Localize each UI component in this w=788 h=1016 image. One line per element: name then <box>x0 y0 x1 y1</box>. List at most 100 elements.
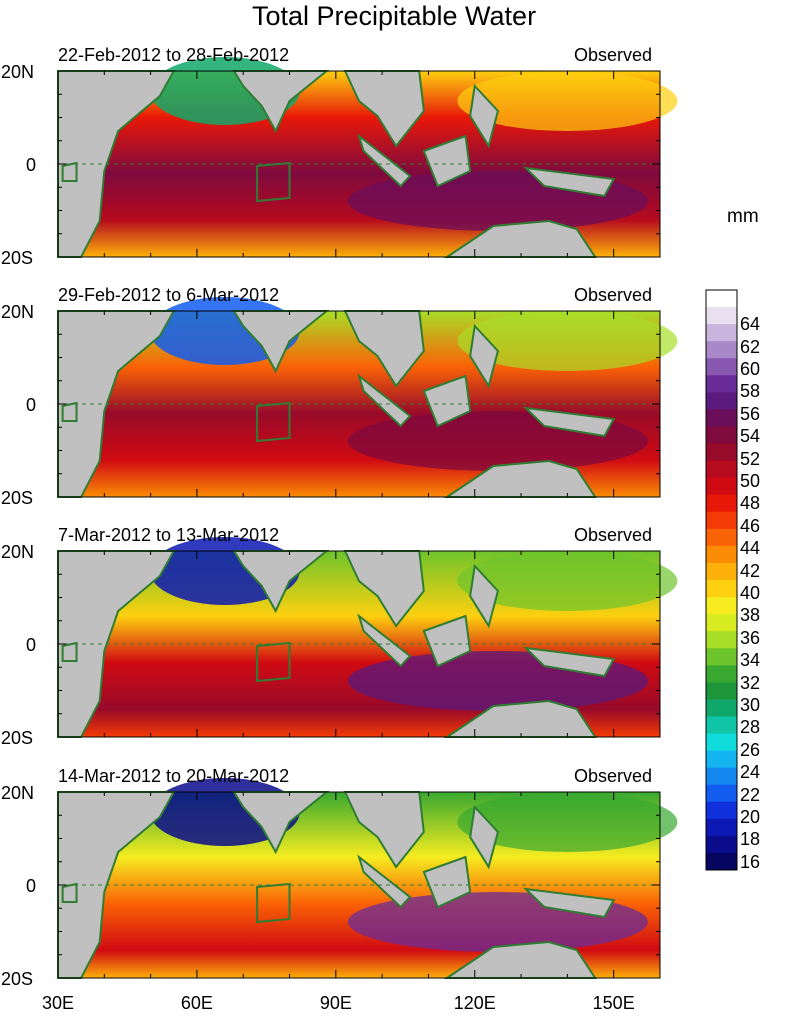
colorbar-label: 16 <box>740 851 761 872</box>
landmass <box>357 854 412 909</box>
panel-source: Observed <box>574 766 653 786</box>
landmass <box>469 323 500 389</box>
landmass <box>61 882 78 903</box>
colorbar-label: 40 <box>740 582 761 603</box>
lon-label: 120E <box>453 993 496 1013</box>
axis-ticks <box>57 310 661 498</box>
panel-date-range: 14-Mar-2012 to 20-Mar-2012 <box>58 766 290 786</box>
colorbar-swatch <box>706 767 737 786</box>
colorbar-swatch <box>706 614 737 632</box>
colorbar-label: 46 <box>740 515 761 536</box>
figure-title: Total Precipitable Water <box>251 1 537 31</box>
axis-ticks <box>57 791 661 979</box>
study-region-box <box>256 161 291 203</box>
axis-ticks <box>57 70 661 258</box>
colorbar-swatch <box>706 477 737 496</box>
colorbar-label: 64 <box>740 314 761 335</box>
panel-source: Observed <box>574 45 653 65</box>
colorbar-label: 32 <box>740 672 761 693</box>
pacific-dry-region <box>457 551 678 611</box>
study-region-box <box>256 401 291 443</box>
panel-date-range: 22-Feb-2012 to 28-Feb-2012 <box>58 45 290 65</box>
panel-source: Observed <box>574 285 653 305</box>
colorbar-swatch <box>706 460 737 479</box>
landmass <box>469 804 500 870</box>
colorbar-label: 50 <box>740 470 761 491</box>
landmass <box>422 374 472 428</box>
colorbar-label: 34 <box>740 650 761 671</box>
colorbar-label: 58 <box>740 381 761 402</box>
lat-label-south: 20S <box>1 969 34 989</box>
colorbar-label: 52 <box>740 448 761 469</box>
colorbar-label: 38 <box>740 605 761 626</box>
lat-label-north: 20N <box>1 783 35 803</box>
colorbar-swatch <box>706 562 737 581</box>
colorbar-label: 62 <box>740 336 761 357</box>
colorbar-swatch <box>706 409 737 427</box>
landmass <box>61 641 78 662</box>
panel-date-range: 29-Feb-2012 to 6-Mar-2012 <box>58 285 280 305</box>
colorbar-swatch <box>706 545 737 564</box>
colorbar-swatch <box>706 716 737 735</box>
landmass <box>422 614 472 668</box>
colorbar-swatch <box>706 324 737 342</box>
landmass <box>469 83 500 149</box>
pacific-dry-region <box>457 71 678 131</box>
lon-label: 30E <box>41 993 75 1013</box>
colorbar-swatch <box>706 511 737 530</box>
map-panel-2 <box>57 297 678 498</box>
lat-label-equator: 0 <box>26 635 37 655</box>
lat-label-south: 20S <box>1 728 34 748</box>
colorbar-swatch <box>706 801 737 820</box>
colorbar-swatch <box>706 631 737 649</box>
landmass <box>61 161 78 182</box>
colorbar-label: 36 <box>740 627 761 648</box>
pacific-dry-region <box>457 792 678 852</box>
landmass <box>422 855 472 909</box>
colorbar-swatch <box>706 750 737 769</box>
study-region-box <box>256 882 291 924</box>
colorbar-swatch <box>706 494 737 513</box>
landmass <box>522 887 616 919</box>
lat-label-north: 20N <box>1 62 35 82</box>
colorbar-swatch <box>706 665 737 683</box>
colorbar-label: 26 <box>740 739 761 760</box>
colorbar-label: 56 <box>740 403 761 424</box>
colorbar-unit: mm <box>727 206 759 227</box>
colorbar-swatch <box>706 426 737 445</box>
colorbar-swatch <box>706 818 737 837</box>
colorbar-label: 20 <box>740 806 761 827</box>
lat-label-equator: 0 <box>26 155 37 175</box>
colorbar-swatch <box>706 341 737 359</box>
pacific-dry-region <box>457 311 678 371</box>
colorbar-label: 54 <box>740 426 761 447</box>
colorbar-label: 44 <box>740 538 761 559</box>
study-region-box <box>256 641 291 683</box>
lat-label-south: 20S <box>1 248 34 268</box>
lon-label: 90E <box>319 993 352 1013</box>
map-panel-3 <box>57 537 678 738</box>
colorbar-label: 24 <box>740 762 761 783</box>
colorbar-swatch <box>706 392 737 410</box>
map-panel-4 <box>57 778 678 979</box>
landmass <box>357 373 412 428</box>
colorbar-swatch <box>706 682 737 700</box>
colorbar-label: 60 <box>740 358 761 379</box>
colorbar-label: 30 <box>740 694 761 715</box>
colorbar-swatch <box>706 290 737 308</box>
landmass <box>422 134 472 188</box>
landmass <box>522 646 616 678</box>
lat-label-equator: 0 <box>26 395 37 415</box>
axis-ticks <box>57 550 661 738</box>
colorbar-swatch <box>706 784 737 803</box>
lon-label: 60E <box>180 993 213 1013</box>
lat-label-equator: 0 <box>26 876 37 896</box>
map-panel-1 <box>57 57 678 258</box>
colorbar-swatch <box>706 580 737 598</box>
colorbar-swatch <box>706 358 737 376</box>
colorbar-label: 42 <box>740 560 761 581</box>
landmass <box>357 613 412 668</box>
colorbar-swatch <box>706 375 737 393</box>
landmass <box>522 406 616 438</box>
